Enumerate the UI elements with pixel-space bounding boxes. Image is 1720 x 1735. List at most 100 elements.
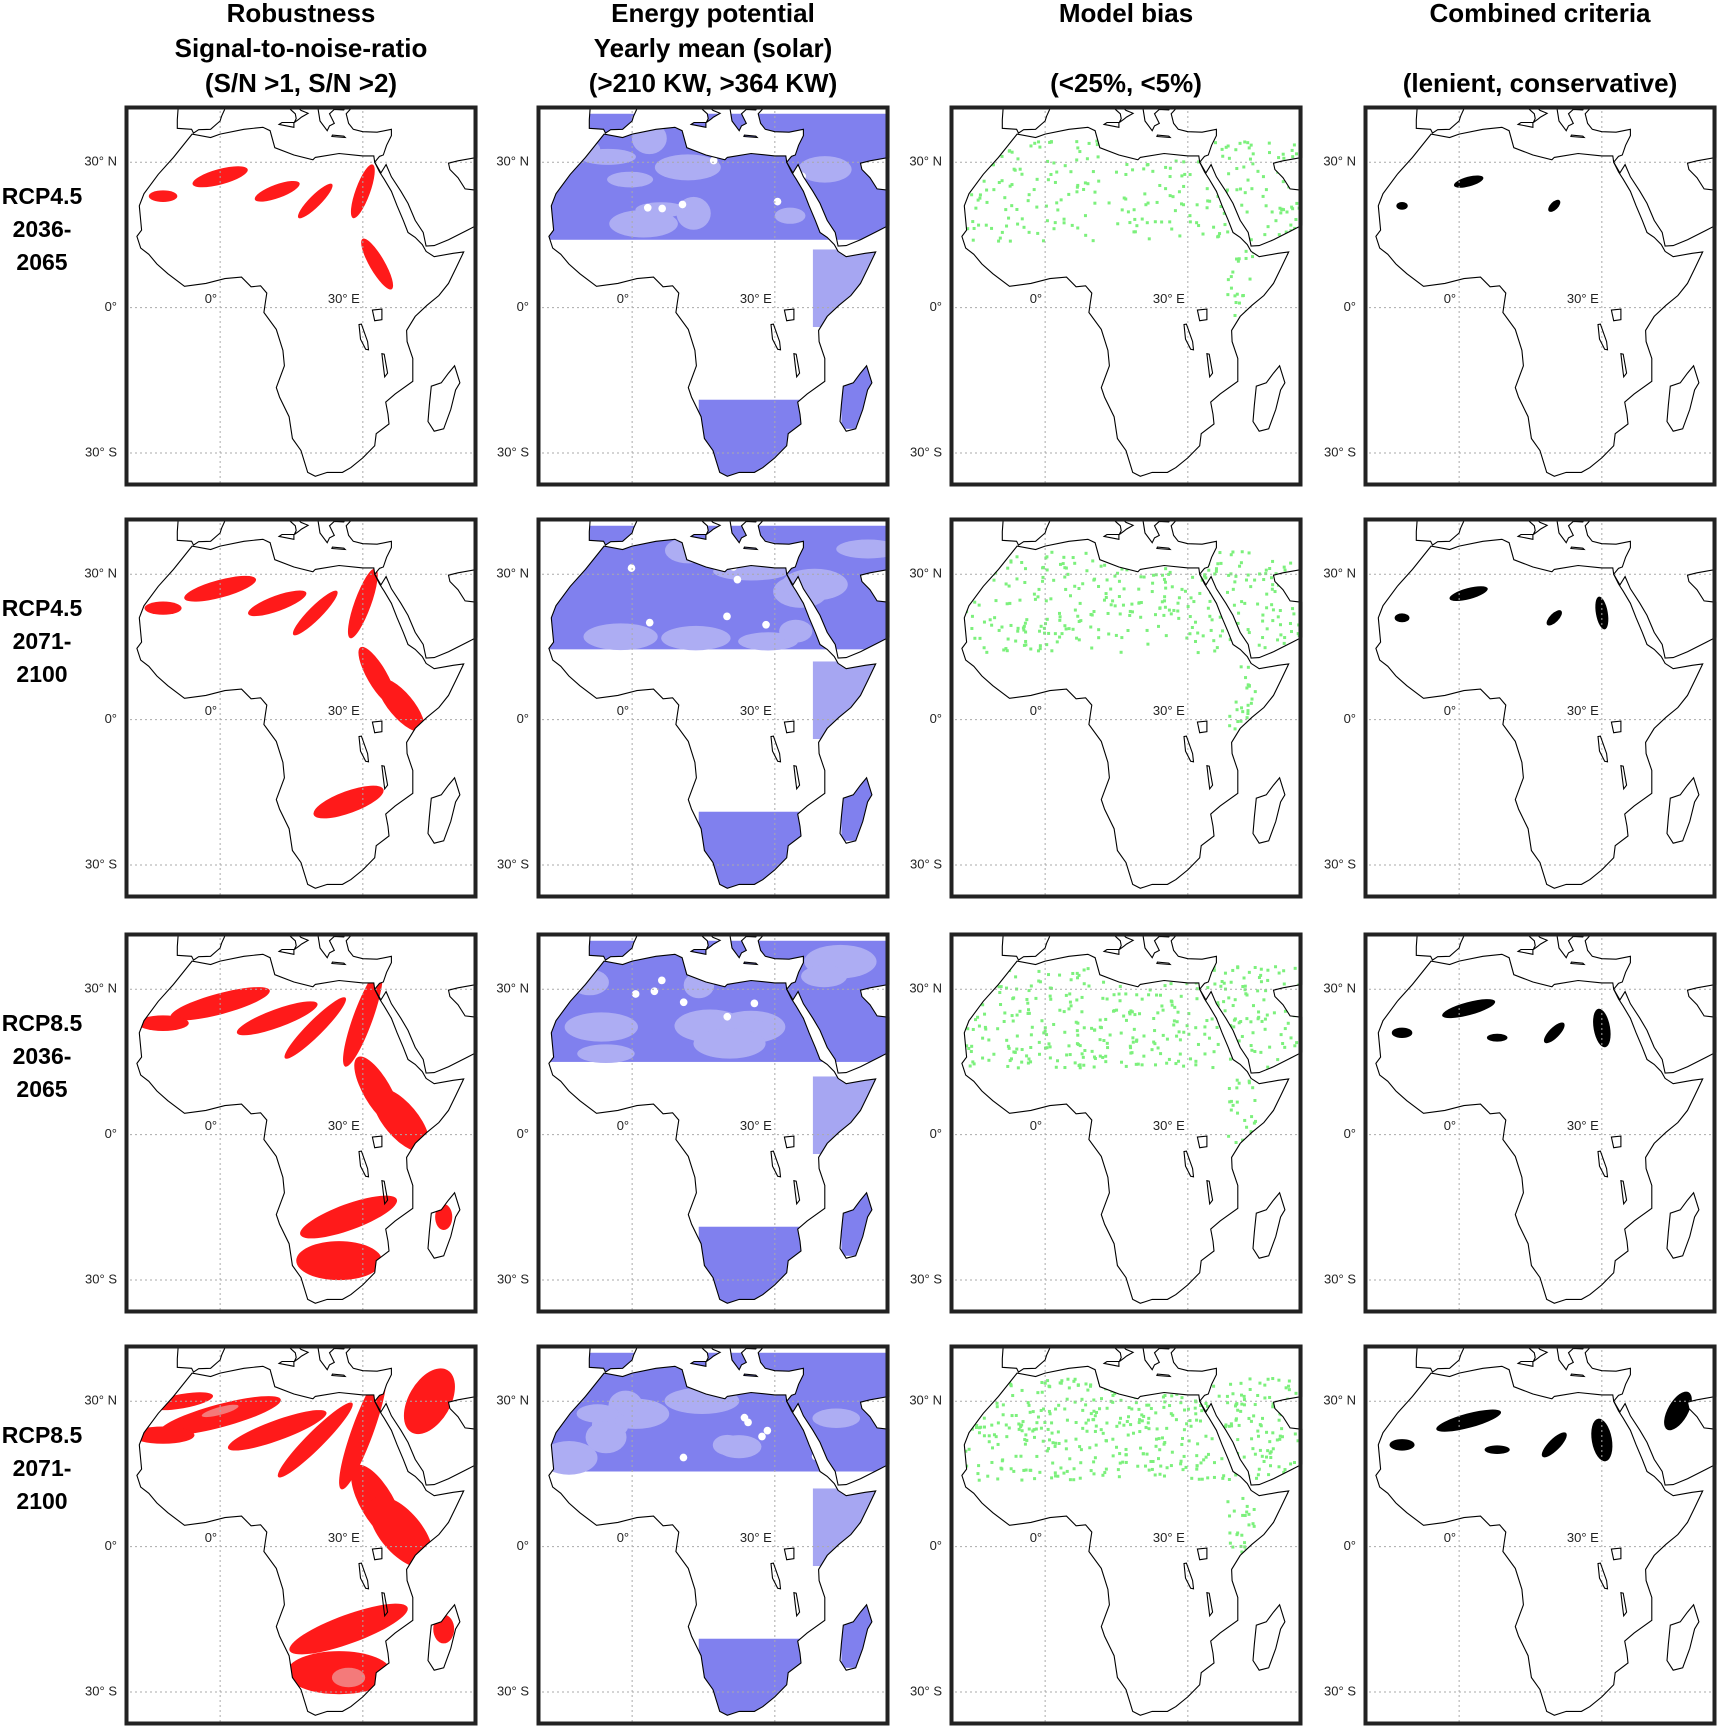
region (1233, 580, 1237, 584)
lat-label: 0° (1344, 299, 1356, 314)
coastline (743, 546, 759, 551)
region (965, 141, 969, 145)
region (1020, 1388, 1024, 1392)
region (1226, 293, 1230, 297)
region (1235, 1402, 1239, 1406)
region (1102, 1039, 1106, 1043)
region (1056, 1059, 1060, 1063)
region (1159, 1464, 1163, 1468)
region (1278, 1437, 1282, 1441)
region (1276, 638, 1280, 642)
region (1195, 1467, 1199, 1471)
region (997, 239, 1001, 243)
region (1066, 1377, 1070, 1381)
region (1132, 968, 1136, 972)
coastline (1183, 1562, 1195, 1590)
region (964, 1449, 968, 1453)
region (1274, 572, 1278, 576)
map-panel: 30° N0°30° S0° 30° E (496, 517, 890, 899)
region (1089, 625, 1093, 629)
region (1027, 1403, 1031, 1407)
region (1058, 635, 1062, 639)
lat-label: 30° S (497, 1271, 529, 1286)
region (1047, 631, 1051, 635)
region (1246, 665, 1250, 669)
column-title: Yearly mean (solar) (594, 33, 832, 63)
region (1246, 712, 1250, 716)
region (1230, 1424, 1234, 1428)
region (1067, 1386, 1071, 1390)
region (1282, 969, 1286, 973)
region (1118, 999, 1122, 1003)
region (1075, 190, 1079, 194)
region (1137, 587, 1141, 591)
region (1105, 1406, 1109, 1410)
region (1227, 1030, 1231, 1034)
region (1231, 1392, 1235, 1396)
region (1436, 1409, 1502, 1432)
region (1231, 1545, 1235, 1549)
region (762, 620, 770, 629)
region (1277, 233, 1281, 237)
region (1235, 257, 1239, 261)
region (1143, 1382, 1147, 1386)
region (758, 1432, 766, 1441)
region (1173, 1005, 1177, 1009)
region (1048, 1438, 1052, 1442)
region (1293, 1044, 1297, 1048)
region (990, 966, 994, 970)
map-panel: 30° N0°30° S0° 30° E (909, 1344, 1303, 1726)
region (976, 985, 980, 989)
region (1243, 984, 1247, 988)
region (1002, 648, 1006, 652)
region (1248, 1377, 1252, 1381)
region (1191, 142, 1195, 146)
coastline (757, 932, 890, 1074)
lat-label: 30° S (1324, 1271, 1356, 1286)
region (1135, 993, 1139, 997)
region (1098, 1025, 1102, 1029)
lon-label: 30° E (1567, 291, 1599, 306)
region (1262, 578, 1266, 582)
panel-frame (1363, 1344, 1717, 1726)
region (1010, 183, 1014, 187)
lon-label: 0° (617, 703, 629, 718)
coastline (125, 1344, 235, 1373)
lat-label: 0° (517, 711, 529, 726)
region (1183, 172, 1187, 176)
region (1256, 1473, 1260, 1477)
region (1161, 1008, 1165, 1012)
region (1271, 608, 1275, 612)
region (1073, 561, 1077, 565)
region (1139, 1446, 1143, 1450)
coastline (125, 517, 235, 546)
coastline (950, 932, 1060, 961)
region (1183, 1408, 1187, 1412)
region (1205, 206, 1209, 210)
region (1005, 602, 1009, 606)
region (1133, 1013, 1137, 1017)
region (1111, 599, 1115, 603)
region (1087, 984, 1091, 988)
region (1265, 1430, 1269, 1434)
region (1170, 585, 1174, 589)
region (1169, 1412, 1173, 1416)
coastline (1206, 764, 1214, 791)
coastline (1156, 134, 1172, 139)
region (1209, 628, 1213, 632)
panel-frame (949, 517, 1303, 899)
region (1246, 573, 1250, 577)
region (1243, 140, 1247, 144)
region (1247, 1079, 1251, 1083)
region (1287, 1379, 1291, 1383)
region (1277, 156, 1281, 160)
region (1036, 1391, 1040, 1395)
region (1252, 1524, 1256, 1528)
region (1142, 167, 1146, 171)
region (577, 1044, 635, 1064)
region (1015, 1013, 1019, 1017)
region (1265, 627, 1269, 631)
region (1139, 153, 1143, 157)
region (1031, 1410, 1035, 1414)
region (1029, 1045, 1033, 1049)
